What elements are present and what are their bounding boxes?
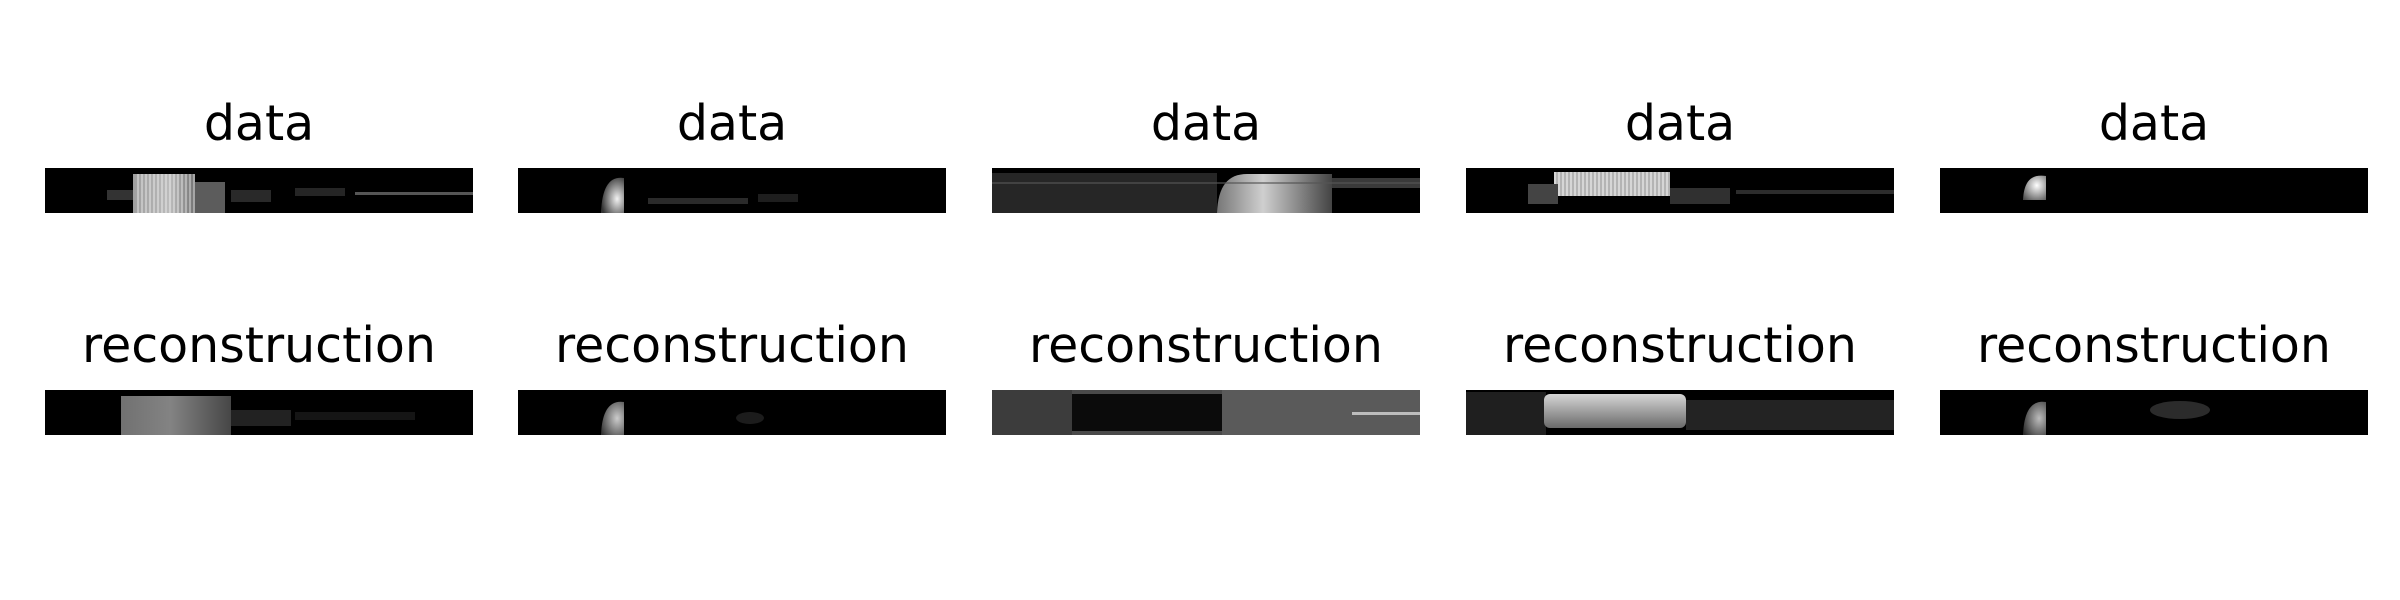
spectrogram-image (1940, 390, 2368, 435)
panel-title: data (1624, 95, 1736, 152)
panel-title: reconstruction (82, 317, 436, 374)
panel-title: data (2098, 95, 2210, 152)
panel-title: reconstruction (555, 317, 909, 374)
spectrogram-image (1466, 390, 1894, 435)
spectrogram-image (518, 168, 946, 213)
panel-title: data (1150, 95, 1262, 152)
spectrogram-image (992, 168, 1420, 213)
spectrogram-image (992, 390, 1420, 435)
panel-title: data (676, 95, 788, 152)
spectrogram-image (1466, 168, 1894, 213)
spectrogram-image (1940, 168, 2368, 213)
panel-title: reconstruction (1029, 317, 1383, 374)
panel-title: reconstruction (1977, 317, 2331, 374)
spectrogram-image (45, 390, 473, 435)
panel-title: data (203, 95, 315, 152)
panel-title: reconstruction (1503, 317, 1857, 374)
spectrogram-image (518, 390, 946, 435)
spectrogram-image (45, 168, 473, 213)
